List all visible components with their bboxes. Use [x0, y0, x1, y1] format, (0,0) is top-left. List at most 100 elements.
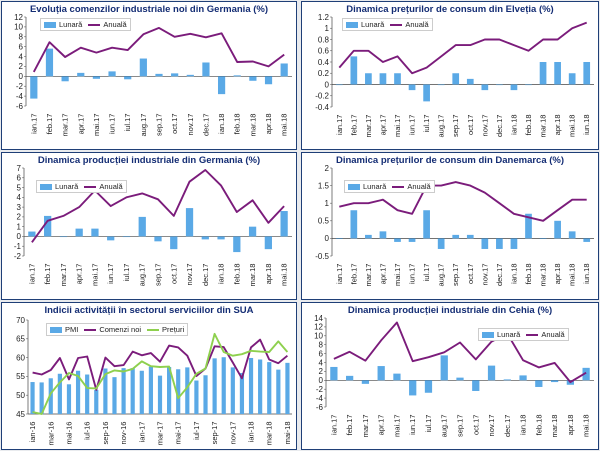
- y-tick-label: -2: [316, 385, 324, 394]
- y-tick-label: 12: [314, 323, 323, 332]
- bar-pmi: [267, 362, 272, 414]
- y-tick-label: 70: [16, 316, 25, 325]
- bar-lunar-: [466, 234, 474, 239]
- bar-lunar-: [487, 365, 496, 381]
- bar-lunar-: [408, 238, 416, 242]
- bar-lunar-: [466, 78, 474, 85]
- bar-lunar-: [171, 73, 179, 77]
- legend-swatch-bar: [346, 21, 358, 28]
- x-tick-label: iul-17: [192, 421, 201, 439]
- x-tick-label: iun.17: [408, 414, 417, 434]
- x-tick-label: mai.18: [568, 264, 577, 287]
- legend-label: Anuală: [407, 182, 431, 191]
- legend-swatch-line: [392, 185, 405, 188]
- y-tick-label: 0.2: [318, 69, 330, 78]
- line-series-anual-: [31, 169, 285, 243]
- y-tick-label: 14: [314, 314, 323, 323]
- y-tick-label: 0: [319, 376, 324, 385]
- legend-label: Anuală: [99, 182, 123, 191]
- legend-item-comenzi-noi: Comenzi noi: [84, 325, 141, 334]
- x-tick-label: dec.17: [201, 113, 210, 136]
- legend-item-anuala: Anuală: [88, 20, 127, 29]
- line-series-anual-: [339, 181, 587, 222]
- y-tick-label: -2: [14, 252, 22, 261]
- bar-lunar-: [75, 228, 83, 237]
- bar-lunar-: [452, 234, 460, 239]
- y-tick-label: 8: [319, 341, 324, 350]
- chart-legend: Lunară Anuală: [36, 180, 127, 193]
- x-tick-label: apr.18: [264, 264, 273, 285]
- bar-lunar-: [107, 236, 115, 241]
- bar-lunar-: [186, 74, 194, 77]
- bar-lunar-: [481, 84, 489, 91]
- bar-lunar-: [59, 236, 68, 238]
- y-tick-label: 12: [14, 13, 23, 22]
- y-tick-label: 4: [17, 193, 22, 202]
- bar-lunar-: [170, 236, 178, 250]
- bar-lunar-: [525, 213, 532, 239]
- bar-lunar-: [155, 73, 163, 77]
- bar-pmi: [285, 362, 290, 414]
- legend-swatch-line: [84, 185, 97, 188]
- bar-lunar-: [423, 210, 430, 239]
- x-tick-label: feb.17: [349, 114, 358, 135]
- bar-lunar-: [424, 380, 433, 393]
- line-series-comenzi-noi: [32, 338, 289, 391]
- bar-pmi: [112, 377, 117, 414]
- x-tick-label: iun.17: [108, 114, 117, 134]
- chart-legend: PMI Comenzi noi Prețuri: [46, 323, 189, 336]
- x-tick-label: mai-17: [174, 421, 183, 444]
- bar-pmi: [230, 367, 235, 414]
- x-tick-label: mai.18: [280, 263, 289, 286]
- panel-switzerland-cpi: Dinamica prețurilor de consum din Elveți…: [301, 1, 599, 150]
- bar-pmi: [212, 358, 217, 414]
- x-tick-label: apr.17: [75, 264, 84, 285]
- bar-lunar-: [510, 238, 518, 249]
- legend-item-preturi: Prețuri: [147, 325, 184, 334]
- legend-label: Lunară: [55, 182, 79, 191]
- x-tick-label: ian-16: [28, 422, 37, 443]
- y-tick-label: 0.8: [318, 35, 330, 44]
- bar-lunar-: [330, 366, 338, 381]
- x-tick-label: mar.18: [539, 115, 548, 138]
- bar-lunar-: [456, 377, 464, 381]
- x-tick-label: iun.17: [106, 263, 115, 283]
- y-tick-label: 2: [319, 367, 324, 376]
- x-tick-label: feb.17: [349, 263, 358, 284]
- bar-pmi: [176, 369, 181, 414]
- x-tick-label: mar.17: [59, 263, 68, 286]
- chart-title: Dinamica producției industriale din Germ…: [37, 155, 261, 166]
- y-tick-label: 65: [16, 335, 25, 344]
- bar-lunar-: [409, 380, 417, 396]
- bar-lunar-: [583, 238, 591, 242]
- bar-lunar-: [346, 375, 354, 381]
- x-tick-label: iun.17: [408, 264, 417, 284]
- bar-lunar-: [335, 238, 343, 239]
- bar-lunar-: [108, 71, 116, 77]
- bar-pmi: [139, 370, 144, 414]
- x-tick-label: mai.18: [280, 114, 289, 137]
- bar-lunar-: [28, 231, 36, 237]
- x-tick-label: feb.18: [233, 113, 242, 134]
- legend-swatch-bar: [348, 183, 360, 190]
- x-tick-label: nov.17: [487, 414, 496, 436]
- x-tick-label: mai.17: [393, 264, 402, 287]
- bar-lunar-: [554, 62, 561, 85]
- legend-label: Lunară: [497, 330, 521, 339]
- legend-swatch-bar: [44, 21, 56, 28]
- legend-label: Lunară: [59, 20, 83, 29]
- bar-pmi: [48, 378, 53, 414]
- x-tick-label: mai.17: [393, 115, 402, 138]
- bar-lunar-: [554, 220, 561, 239]
- legend-label: Anuală: [405, 20, 429, 29]
- y-tick-label: 60: [16, 353, 25, 362]
- bar-pmi: [30, 382, 35, 414]
- legend-swatch-line: [390, 23, 403, 26]
- bar-lunar-: [519, 375, 527, 381]
- bar-lunar-: [350, 210, 358, 239]
- bar-lunar-: [44, 215, 52, 237]
- bar-lunar-: [361, 380, 370, 384]
